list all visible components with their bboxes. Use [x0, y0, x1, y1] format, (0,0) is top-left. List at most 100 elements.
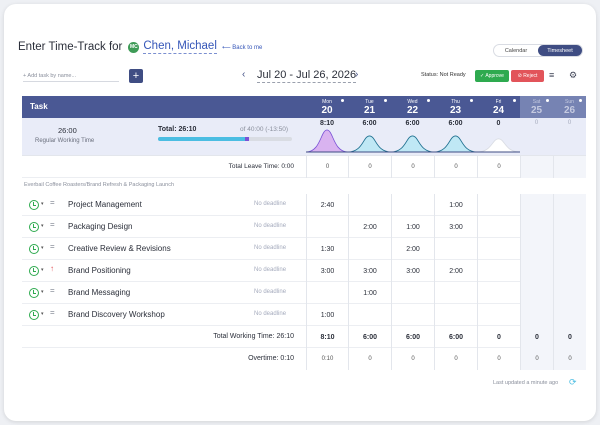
chevron-down-icon[interactable]: ▾ [41, 245, 44, 251]
day-cell[interactable]: 1:00 [434, 194, 477, 216]
chevron-down-icon[interactable]: ▾ [41, 289, 44, 295]
day-cell: 0 [553, 326, 586, 348]
date-range-picker[interactable]: Jul 20 - Jul 26, 2026 [257, 69, 357, 83]
day-cell[interactable] [520, 282, 553, 304]
add-task-input[interactable]: + Add task by name... [23, 70, 119, 82]
day-cell[interactable] [434, 282, 477, 304]
day-cell[interactable]: 3:00 [306, 260, 348, 282]
day-cell[interactable] [520, 260, 553, 282]
day-cell[interactable] [520, 194, 553, 216]
back-to-me-link[interactable]: ⟵ Back to me [222, 44, 262, 51]
day-cell[interactable] [434, 238, 477, 260]
user-name-selector[interactable]: Chen, Michael [143, 40, 217, 54]
day-cell[interactable] [348, 304, 391, 326]
clock-icon[interactable] [29, 200, 39, 210]
day-cell[interactable]: 2:00 [434, 260, 477, 282]
hours-progress-bar [158, 137, 292, 141]
task-name[interactable]: Creative Review & Revisions [68, 244, 171, 253]
day-cell[interactable] [306, 282, 348, 304]
prev-week-button[interactable]: ‹ [242, 69, 246, 80]
day-cell[interactable] [348, 194, 391, 216]
day-cell[interactable]: 3:00 [434, 216, 477, 238]
day-cell[interactable] [520, 304, 553, 326]
task-name[interactable]: Brand Messaging [68, 288, 131, 297]
chevron-down-icon[interactable]: ▾ [41, 311, 44, 317]
day-indicator-icon [470, 99, 473, 102]
day-column-fri[interactable]: Fri 24 [477, 96, 520, 118]
day-indicator-icon [384, 99, 387, 102]
day-cell[interactable] [477, 304, 520, 326]
day-cell[interactable]: 1:00 [391, 216, 434, 238]
day-date: 22 [406, 105, 419, 116]
gear-icon[interactable]: ⚙ [569, 70, 578, 80]
chevron-down-icon[interactable]: ▾ [41, 223, 44, 229]
day-cell[interactable] [553, 282, 586, 304]
reject-button[interactable]: ⊘ Reject [511, 70, 544, 82]
day-cell[interactable] [477, 216, 520, 238]
day-cell[interactable]: 2:00 [391, 238, 434, 260]
clock-icon[interactable] [29, 288, 39, 298]
clock-icon[interactable] [29, 310, 39, 320]
day-cell[interactable] [477, 238, 520, 260]
day-cell[interactable] [348, 238, 391, 260]
day-cell: 0 [553, 348, 586, 370]
day-cell[interactable]: 1:30 [306, 238, 348, 260]
day-cell[interactable] [391, 282, 434, 304]
task-deadline: No deadline [254, 201, 287, 207]
task-deadline: No deadline [254, 311, 287, 317]
task-name[interactable]: Brand Positioning [68, 266, 131, 275]
clock-icon[interactable] [29, 244, 39, 254]
clock-icon[interactable] [29, 266, 39, 276]
tab-timesheet[interactable]: Timesheet [538, 45, 582, 56]
day-cell[interactable] [434, 304, 477, 326]
approve-button[interactable]: ✓ Approve [475, 70, 509, 82]
next-week-button[interactable]: › [355, 69, 359, 80]
day-column-sat[interactable]: Sat 25 [520, 96, 553, 118]
day-cell[interactable] [477, 194, 520, 216]
day-cell[interactable]: 3:00 [348, 260, 391, 282]
day-cell[interactable] [553, 238, 586, 260]
task-name[interactable]: Project Management [68, 200, 142, 209]
day-total-value: 6:00 [448, 120, 463, 127]
add-task-button[interactable]: + [129, 69, 143, 83]
day-cell[interactable]: 3:00 [391, 260, 434, 282]
day-cell[interactable]: 2:00 [348, 216, 391, 238]
day-cell[interactable] [391, 194, 434, 216]
day-date: 26 [563, 105, 576, 116]
day-cell[interactable] [477, 260, 520, 282]
day-cell [553, 156, 586, 178]
day-column-mon[interactable]: Mon 20 [306, 96, 348, 118]
clock-icon[interactable] [29, 222, 39, 232]
day-cell[interactable] [391, 304, 434, 326]
day-cell[interactable] [553, 194, 586, 216]
day-cell[interactable] [520, 216, 553, 238]
day-wave-mon [306, 129, 349, 153]
day-cell[interactable] [553, 260, 586, 282]
day-cell[interactable] [306, 216, 348, 238]
refresh-icon[interactable]: ⟳ [569, 377, 577, 387]
day-cell[interactable]: 2:40 [306, 194, 348, 216]
day-cell [520, 156, 553, 178]
day-column-wed[interactable]: Wed 22 [391, 96, 434, 118]
day-column-tue[interactable]: Tue 21 [348, 96, 391, 118]
tab-calendar[interactable]: Calendar [504, 47, 528, 54]
day-cell: 0 [477, 348, 520, 370]
day-column-sun[interactable]: Sun 26 [553, 96, 586, 118]
day-cell[interactable] [553, 304, 586, 326]
day-cell[interactable] [553, 216, 586, 238]
chevron-down-icon[interactable]: ▾ [41, 267, 44, 273]
day-total-value: 0 [496, 120, 501, 127]
day-name: Fri [495, 99, 502, 105]
day-cell[interactable] [477, 282, 520, 304]
chevron-down-icon[interactable]: ▾ [41, 201, 44, 207]
day-wave-fri [476, 138, 521, 153]
task-name[interactable]: Brand Discovery Workshop [68, 310, 165, 319]
day-date: 24 [492, 105, 505, 116]
day-cell[interactable] [520, 238, 553, 260]
menu-icon[interactable]: ≡ [549, 70, 555, 80]
day-cell[interactable]: 1:00 [348, 282, 391, 304]
progress-extra [245, 137, 250, 141]
task-name[interactable]: Packaging Design [68, 222, 133, 231]
day-cell[interactable]: 1:00 [306, 304, 348, 326]
day-column-thu[interactable]: Thu 23 [434, 96, 477, 118]
